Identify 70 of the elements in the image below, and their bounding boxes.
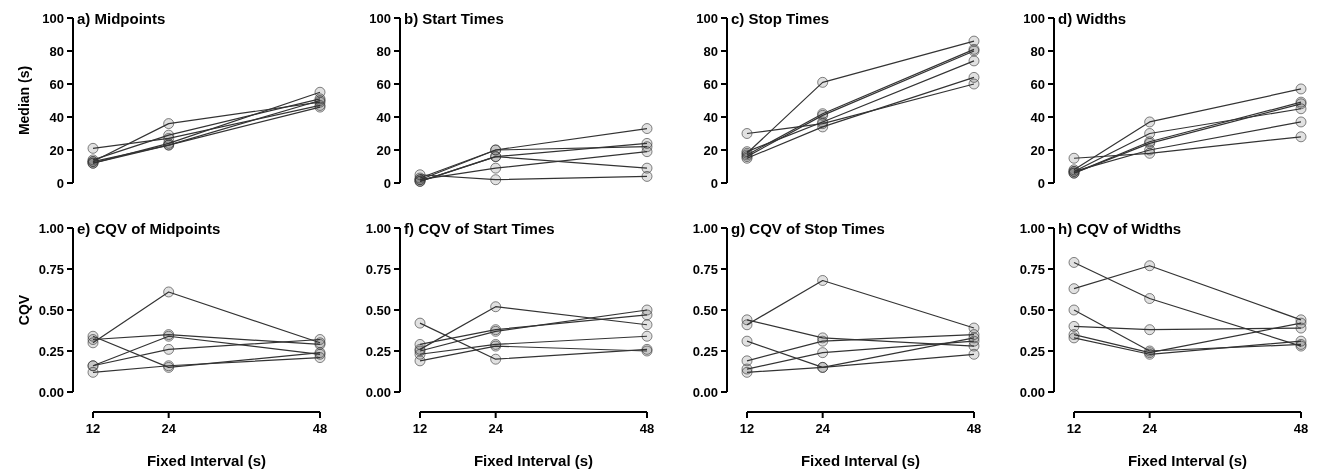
x-tick-label: 12 xyxy=(739,421,755,436)
x-tick-label: 12 xyxy=(85,421,101,436)
y-tick-label: 20 xyxy=(1030,142,1045,158)
x-tick-label: 48 xyxy=(1293,421,1309,436)
y-tick-label: 0 xyxy=(56,175,64,191)
x-tick-label: 12 xyxy=(1066,421,1082,436)
y-tick-label: 80 xyxy=(1030,43,1045,59)
y-tick-label: 60 xyxy=(49,76,64,92)
y-tick-label: 0.75 xyxy=(38,261,64,277)
y-tick-label: 20 xyxy=(376,142,391,158)
chart-title: d) Widths xyxy=(1058,10,1127,27)
x-tick-label: 24 xyxy=(161,421,177,436)
y-tick-label: 0.50 xyxy=(38,302,64,318)
y-tick-label: 1.00 xyxy=(692,220,718,236)
y-tick-label: 60 xyxy=(376,76,391,92)
chart-title: h) CQV of Widths xyxy=(1058,220,1182,237)
x-axis-title: Fixed Interval (s) xyxy=(473,452,594,469)
y-tick-label: 0.25 xyxy=(38,343,64,359)
x-tick-label: 48 xyxy=(966,421,982,436)
y-axis-title: CQV xyxy=(16,294,32,326)
chart-title: c) Stop Times xyxy=(731,10,830,27)
y-tick-label: 0 xyxy=(383,175,391,191)
y-tick-label: 0.25 xyxy=(692,343,718,359)
y-tick-label: 20 xyxy=(703,142,718,158)
y-tick-label: 80 xyxy=(376,43,391,59)
x-axis-title: Fixed Interval (s) xyxy=(146,452,267,469)
x-tick-label: 24 xyxy=(815,421,831,436)
y-tick-label: 0.00 xyxy=(692,384,718,400)
y-tick-label: 100 xyxy=(369,10,391,26)
y-tick-label: 0.75 xyxy=(1019,261,1045,277)
y-tick-label: 80 xyxy=(49,43,64,59)
chart-title: a) Midpoints xyxy=(77,10,166,27)
y-tick-label: 0.00 xyxy=(1019,384,1045,400)
y-tick-label: 0.50 xyxy=(1019,302,1045,318)
y-tick-label: 1.00 xyxy=(38,220,64,236)
y-tick-label: 0.50 xyxy=(692,302,718,318)
y-tick-label: 40 xyxy=(49,109,64,125)
y-tick-label: 0 xyxy=(710,175,718,191)
y-tick-label: 0.50 xyxy=(365,302,391,318)
y-tick-label: 20 xyxy=(49,142,64,158)
y-tick-label: 100 xyxy=(1023,10,1045,26)
y-tick-label: 0.75 xyxy=(692,261,718,277)
y-tick-label: 40 xyxy=(376,109,391,125)
chart-title: g) CQV of Stop Times xyxy=(731,220,885,237)
y-tick-label: 0.00 xyxy=(38,384,64,400)
y-tick-label: 1.00 xyxy=(365,220,391,236)
y-tick-label: 0.75 xyxy=(365,261,391,277)
x-tick-label: 48 xyxy=(312,421,328,436)
y-tick-label: 60 xyxy=(703,76,718,92)
chart-title: e) CQV of Midpoints xyxy=(77,220,221,237)
y-tick-label: 1.00 xyxy=(1019,220,1045,236)
chart-title: f) CQV of Start Times xyxy=(404,220,555,237)
y-tick-label: 40 xyxy=(703,109,718,125)
y-tick-label: 0.25 xyxy=(365,343,391,359)
x-tick-label: 48 xyxy=(639,421,655,436)
y-tick-label: 100 xyxy=(696,10,718,26)
y-tick-label: 0.25 xyxy=(1019,343,1045,359)
x-tick-label: 24 xyxy=(488,421,504,436)
x-axis-title: Fixed Interval (s) xyxy=(800,452,921,469)
y-tick-label: 0.00 xyxy=(365,384,391,400)
y-tick-label: 100 xyxy=(42,10,64,26)
y-tick-label: 60 xyxy=(1030,76,1045,92)
y-tick-label: 0 xyxy=(1037,175,1045,191)
x-tick-label: 12 xyxy=(412,421,428,436)
x-axis-title: Fixed Interval (s) xyxy=(1127,452,1248,469)
y-tick-label: 40 xyxy=(1030,109,1045,125)
y-axis-title: Median (s) xyxy=(16,65,32,136)
x-tick-label: 24 xyxy=(1142,421,1158,436)
y-tick-label: 80 xyxy=(703,43,718,59)
chart-title: b) Start Times xyxy=(404,10,504,27)
